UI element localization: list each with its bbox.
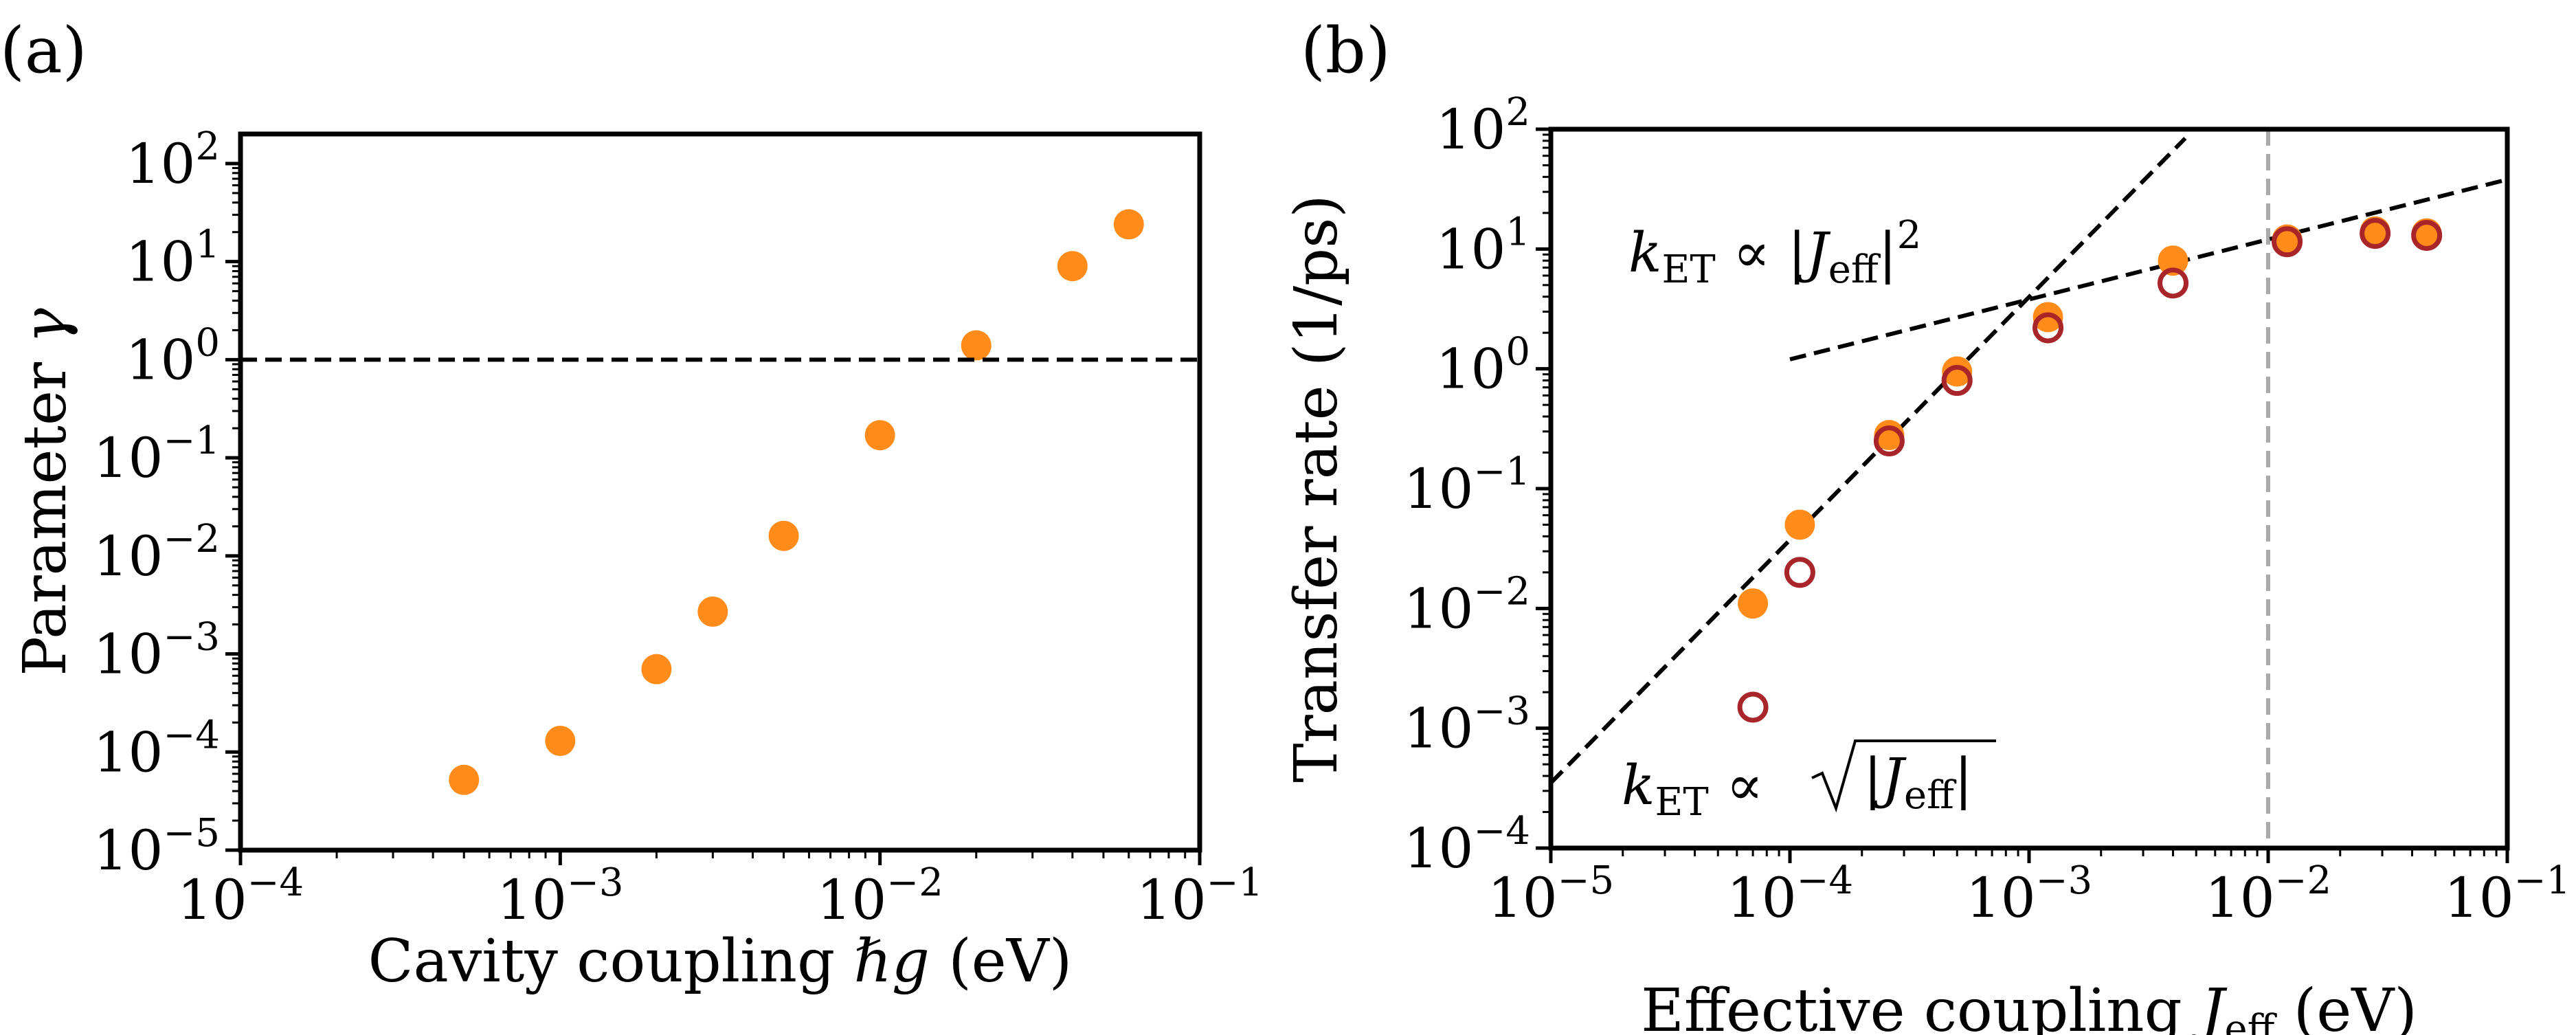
y-tick-label: 100	[126, 320, 220, 392]
y-tick-label: 10−2	[1404, 569, 1530, 641]
data-point-filled	[1942, 356, 1973, 387]
panel-b-x-label-sub: eff	[2225, 1007, 2278, 1035]
panel-a-x-label-text: Cavity coupling	[368, 927, 854, 996]
x-tick-label: 10−1	[2444, 858, 2571, 930]
panel-b-x-label-text: Effective coupling	[1641, 977, 2201, 1035]
y-tick-label: 10−4	[1404, 809, 1530, 880]
panel-b-x-axis-label: Effective coupling Jeff (eV)	[1641, 977, 2417, 1035]
panel-a-points	[449, 209, 1144, 795]
data-point-gamma	[641, 654, 672, 685]
panel-a-x-label-unit: (eV)	[930, 927, 1072, 996]
y-tick-label: 101	[126, 223, 220, 294]
anno-quad-op: ∝ |	[1716, 221, 1806, 285]
data-point-open	[2411, 219, 2443, 251]
y-tick-label: 102	[126, 124, 220, 196]
data-point-gamma	[697, 596, 728, 627]
anno-sqrt-var-sub: eff	[1904, 773, 1957, 818]
x-tick-label: 10−3	[1966, 858, 2092, 930]
panel-b-y-axis-label: Transfer rate (1/ps)	[1282, 194, 1351, 783]
data-point-open	[2272, 226, 2303, 258]
data-point-gamma	[864, 420, 895, 451]
data-point-gamma	[768, 520, 799, 551]
panel-a-x-ticks: 10−4 10−3 10−2 10−1	[177, 850, 1263, 932]
data-point-open	[1873, 425, 1905, 457]
panel-a-y-axis-label: Parameter γ	[11, 308, 80, 676]
data-point-open	[1784, 557, 1815, 588]
data-point-filled	[2158, 245, 2188, 276]
x-tick-label: 10−1	[1136, 860, 1263, 932]
data-point-gamma	[545, 726, 576, 757]
x-tick-label: 10−4	[177, 860, 304, 932]
anno-quad-lhs: k	[1628, 221, 1661, 285]
panel-b-annotation-sqrt-radicand: |Jeff|	[1863, 746, 1973, 818]
y-tick-label: 101	[1436, 210, 1530, 281]
data-point-filled	[1784, 509, 1815, 540]
panel-b-annotation-quadratic: kET ∝ |Jeff|2	[1628, 213, 1921, 292]
data-point-gamma	[961, 330, 992, 361]
panel-b-points	[1737, 216, 2443, 723]
panel-b-annotation-sqrt: kET ∝	[1622, 753, 1763, 825]
panel-b-fit-lines	[1549, 137, 2508, 785]
anno-quad-var-sub: eff	[1828, 247, 1881, 292]
data-point-open	[2032, 312, 2064, 344]
panel-a-x-label-symbol: ℏg	[853, 927, 929, 996]
y-tick-label: 102	[1436, 90, 1530, 162]
sqrt-radical-sign	[1811, 739, 1996, 813]
anno-quad-power: 2	[1897, 213, 1922, 258]
panel-b-x-ticks: 10−5 10−4 10−3 10−2 10−1	[1488, 848, 2571, 930]
data-point-open	[2158, 267, 2189, 299]
x-tick-label: 10−4	[1727, 858, 1853, 930]
anno-quad-lhs-sub: ET	[1661, 247, 1715, 292]
anno-sqrt-lhs: k	[1622, 753, 1655, 817]
y-tick-label: 10−1	[93, 419, 220, 490]
x-tick-label: 10−2	[2205, 858, 2331, 930]
data-point-open	[1941, 365, 1973, 397]
fit-line-quadratic	[1549, 137, 2187, 785]
panel-b-y-ticks: 10−4 10−3 10−2 10−1 100 101 102	[1404, 90, 1551, 880]
panel-a-y-label-symbol: γ	[11, 308, 80, 344]
anno-sqrt-inner: |	[1863, 746, 1882, 810]
y-tick-label: 10−4	[93, 713, 220, 784]
panel-a-x-axis-label: Cavity coupling ℏg (eV)	[368, 927, 1073, 996]
anno-quad-close: |	[1879, 221, 1897, 285]
panel-a-label: (a)	[0, 14, 87, 87]
y-tick-label: 10−3	[93, 615, 220, 687]
fit-line-sqrt	[1789, 177, 2508, 361]
data-point-open	[2360, 218, 2391, 249]
panel-b-x-label-unit: (eV)	[2274, 977, 2417, 1035]
x-tick-label: 10−2	[816, 860, 943, 932]
data-point-filled	[1738, 588, 1769, 619]
data-point-open	[1737, 691, 1769, 723]
anno-sqrt-close: |	[1954, 746, 1973, 810]
panel-a: (a) 10−4 10−3 10−2 10−1 10−510−410−310−210−…	[0, 14, 1263, 996]
panel-a-y-ticks: 10−5 10−4 10−3 10−2 10−1 100 101 102	[93, 124, 240, 882]
y-tick-label: 10−3	[1404, 689, 1530, 761]
anno-sqrt-op: ∝	[1709, 753, 1764, 817]
panel-b: (b) 10−5 10−4 10−3 10−2 10−1 10−410−310−210−…	[1282, 14, 2571, 1035]
y-tick-label: 100	[1436, 330, 1530, 401]
panel-a-plot-frame	[238, 131, 1202, 853]
y-tick-label: 10−2	[93, 517, 220, 588]
data-point-gamma	[1113, 209, 1144, 240]
data-point-gamma	[449, 764, 480, 795]
panel-a-y-label-text: Parameter	[11, 344, 80, 676]
x-tick-label: 10−5	[1488, 858, 1614, 930]
panel-b-label: (b)	[1301, 14, 1391, 87]
y-tick-label: 10−1	[1404, 449, 1530, 521]
x-tick-label: 10−3	[497, 860, 623, 932]
y-tick-label: 10−5	[93, 811, 220, 882]
data-point-gamma	[1057, 251, 1088, 282]
anno-sqrt-lhs-sub: ET	[1655, 780, 1708, 825]
